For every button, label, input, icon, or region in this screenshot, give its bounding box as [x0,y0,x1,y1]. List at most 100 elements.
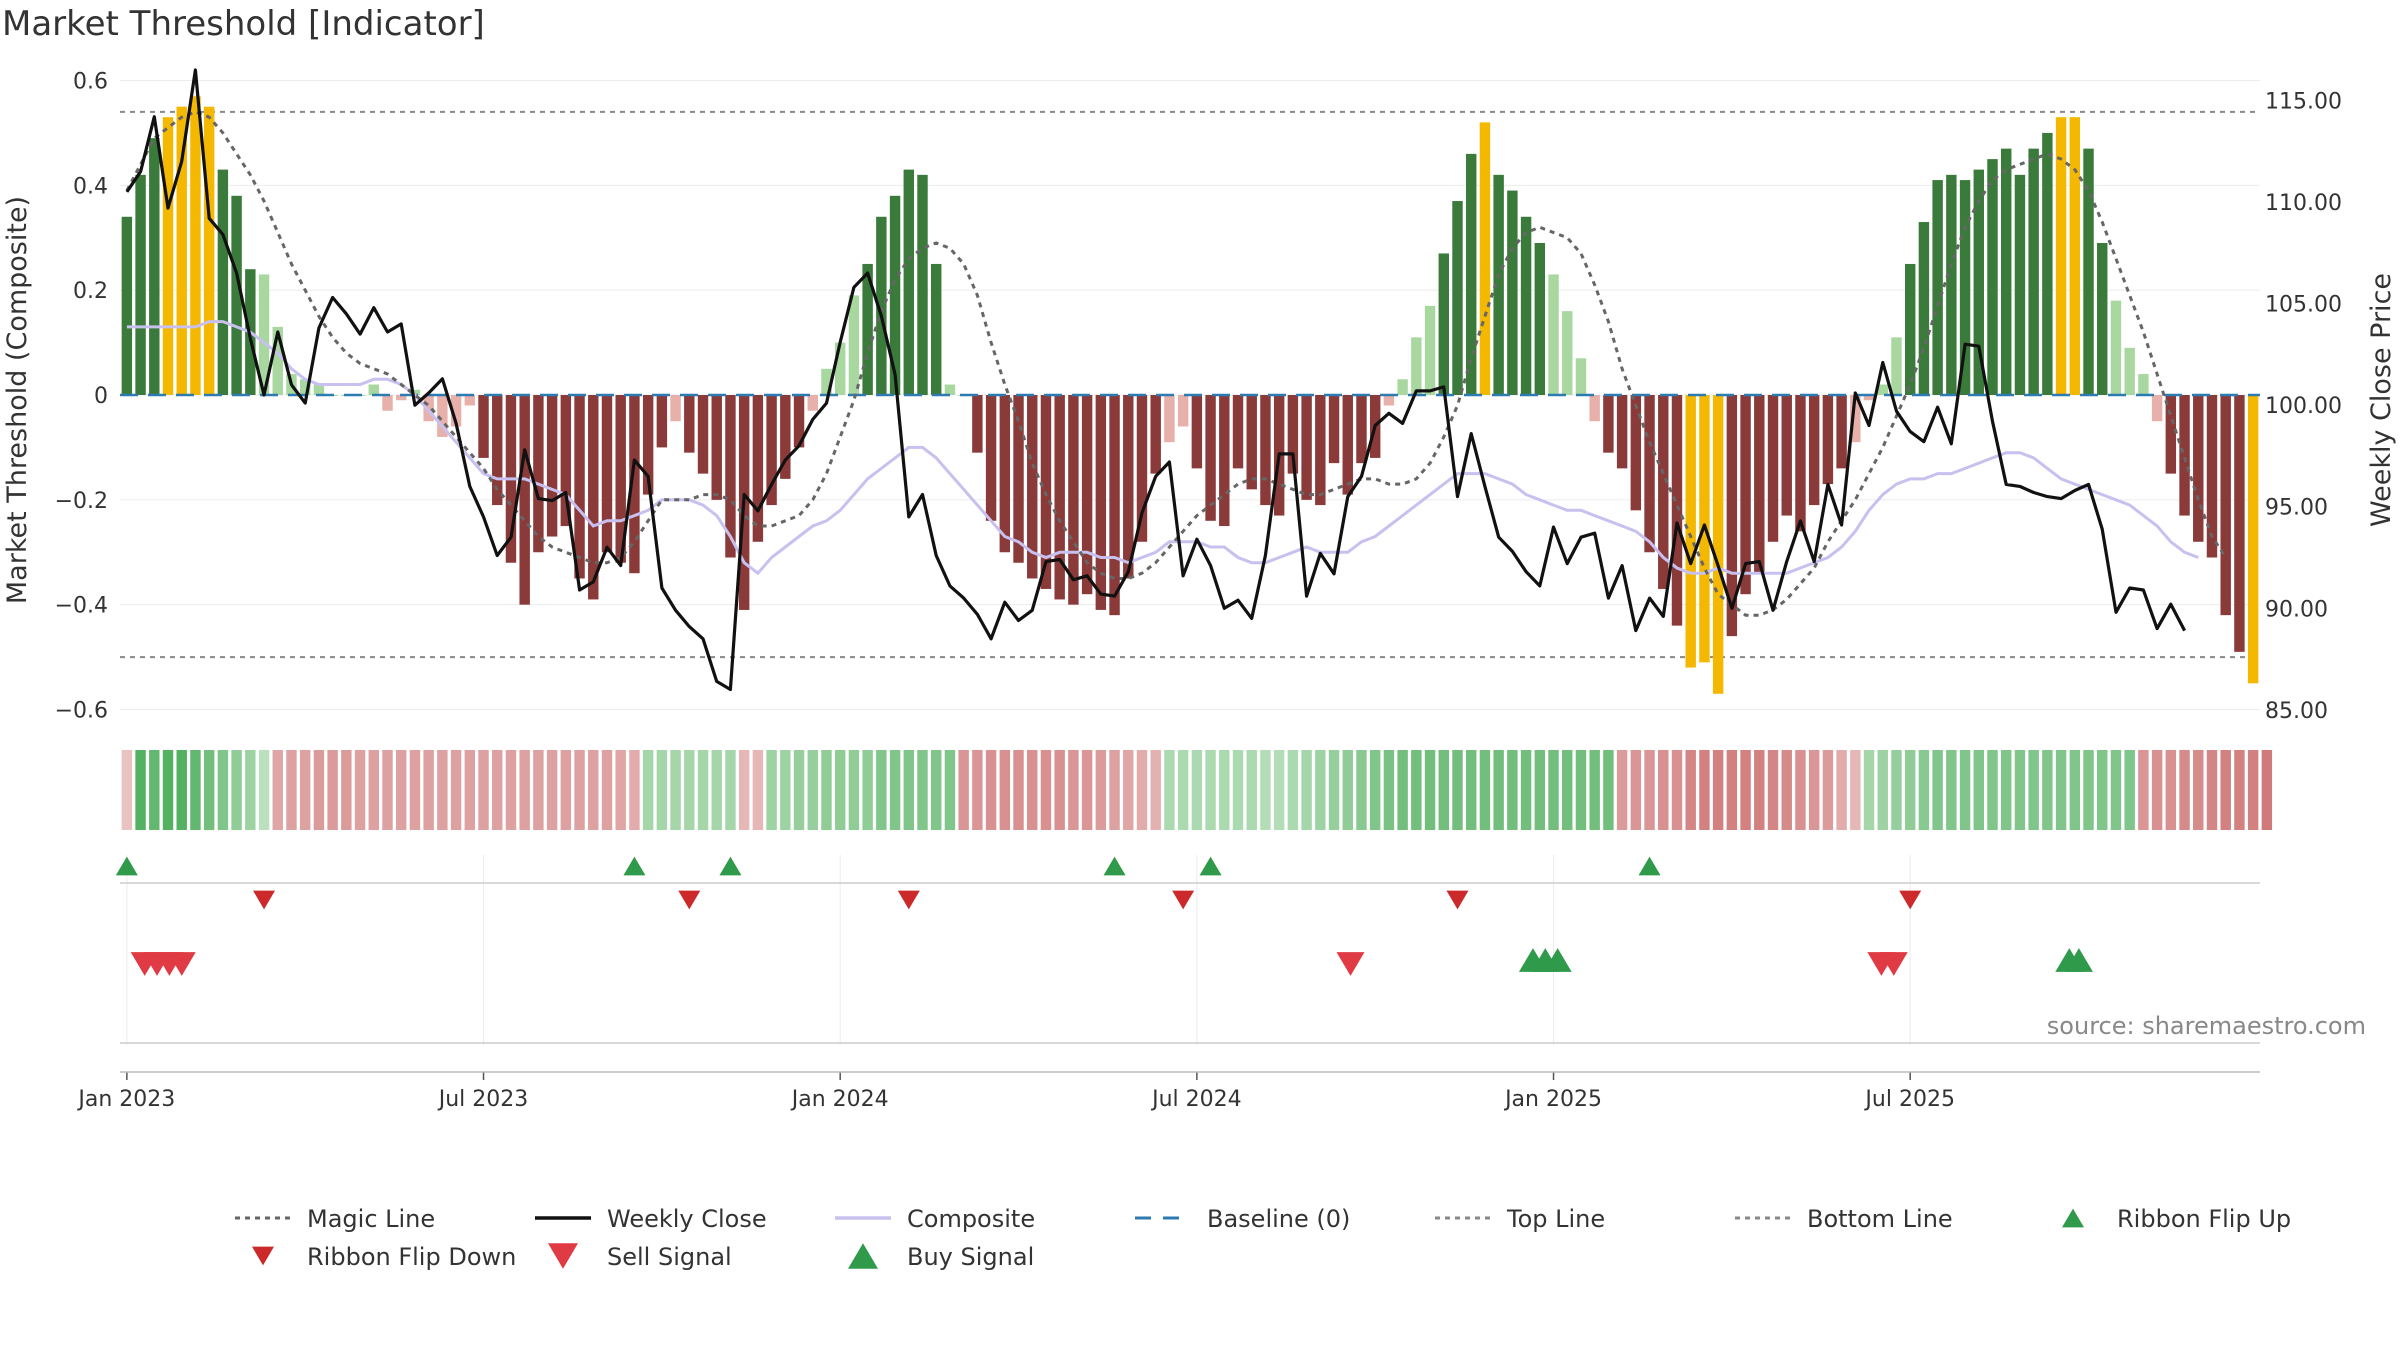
legend: Magic Line Weekly Close Composite Baseline … [235,1205,2291,1271]
composite-bar [780,395,791,479]
ribbon-cell [2261,750,2273,830]
composite-bar [135,174,146,395]
ribbon-cell [1438,750,1449,830]
ribbon-cell [834,750,846,830]
composite-bar [437,395,448,437]
composite-bar [162,117,174,395]
composite-bar [272,326,283,395]
ribbon-cell [766,750,777,830]
ribbon-cell [354,750,366,830]
y-tick-label: −0.6 [55,699,108,724]
ribbon-cell [1397,750,1408,830]
ribbon-cell [1548,750,1559,830]
ribbon-cell [1369,750,1381,830]
ribbon-cell [1040,750,1052,830]
ribbon-cell [272,750,283,830]
ribbon-cell [807,750,818,830]
ribbon-cell [1452,750,1463,830]
composite-bar [1068,395,1079,605]
composite-bar [1973,169,1984,395]
composite-bar [1548,274,1559,395]
ribbon-cell [725,750,736,830]
composite-bar [2138,374,2149,395]
ribbon-cell [1232,750,1244,830]
ribbon-cell [2083,750,2094,830]
ribbon-cell [560,750,572,830]
legend-swatch [548,1243,578,1269]
ribbon-cell [1712,750,1724,830]
y-tick-label: −0.4 [55,594,108,619]
x-tick-label: Jul 2025 [1863,1087,1955,1112]
ribbon-cell [1301,750,1312,830]
ribbon-cell [162,750,174,830]
y2-axis-label: Weekly Close Price [2366,273,2397,527]
ribbon-cell [1315,750,1326,830]
composite-bar [299,379,311,395]
composite-bar [492,395,503,506]
composite-bar [1466,153,1477,395]
ribbon-cell [176,750,187,830]
composite-bar [656,395,668,448]
ribbon-cell [1150,750,1161,830]
composite-bar [1383,395,1395,406]
ribbon-cell [2151,750,2163,830]
y-tick-label: 0.6 [73,69,108,94]
ribbon-cell [2028,750,2039,830]
ribbon-cell [1603,750,1614,830]
composite-bar [2151,395,2163,422]
ribbon-cell [862,750,873,830]
composite-bar [2247,395,2259,684]
composite-bar [999,395,1011,553]
composite-bar [258,274,270,395]
ribbon-cell [999,750,1011,830]
composite-bar [1054,395,1065,600]
composite-bar [725,395,736,558]
composite-bar [1328,395,1340,464]
source-label: source: sharemaestro.com [2047,1012,2366,1040]
composite-bar [876,216,887,395]
composite-bar [533,395,544,553]
ribbon-cell [2097,750,2108,830]
ribbon-flip-up-marker [115,856,138,876]
composite-bar [903,169,914,395]
composite-bar [519,395,530,605]
composite-bar [2028,148,2039,395]
composite-bar [203,106,215,396]
composite-bar [1987,159,1998,395]
ribbon-cell [492,750,503,830]
ribbon-cell [958,750,969,830]
ribbon-cell [1136,750,1148,830]
ribbon-cell [382,750,393,830]
ribbon-cell [1493,750,1504,830]
ribbon-cell [533,750,544,830]
ribbon-cell [341,750,352,830]
y2-tick-label: 90.00 [2265,597,2328,622]
composite-bar [1191,395,1203,469]
y2-tick-label: 85.00 [2265,699,2328,724]
composite-bar [807,395,818,411]
ribbon-cell [985,750,997,830]
composite-bar [848,295,860,395]
composite-bar [1644,395,1655,553]
ribbon-cell [1630,750,1642,830]
ribbon-cell [286,750,297,830]
composite-bar [1438,253,1449,395]
ribbon-cell [1644,750,1655,830]
axes: Market Threshold (Composite) Weekly Clos… [2,69,2397,1112]
composite-line [126,320,2199,576]
composite-bar [1712,395,1724,694]
composite-bar [1891,337,1902,395]
ribbon-cell [2220,750,2231,830]
composite-bar [2206,395,2218,558]
composite-bar [793,395,805,448]
buy-signal-marker [1543,948,1572,972]
ribbon-cell [1959,750,1971,830]
ribbon-cell [1081,750,1093,830]
ribbon-cell [190,750,201,830]
ribbon-flip-down-marker [1899,890,1922,910]
ribbon-cell [2110,750,2122,830]
composite-bar [1616,395,1628,469]
legend-label: Baseline (0) [1207,1205,1350,1233]
x-tick-label: Jan 2024 [790,1087,889,1112]
composite-bar [546,395,558,537]
